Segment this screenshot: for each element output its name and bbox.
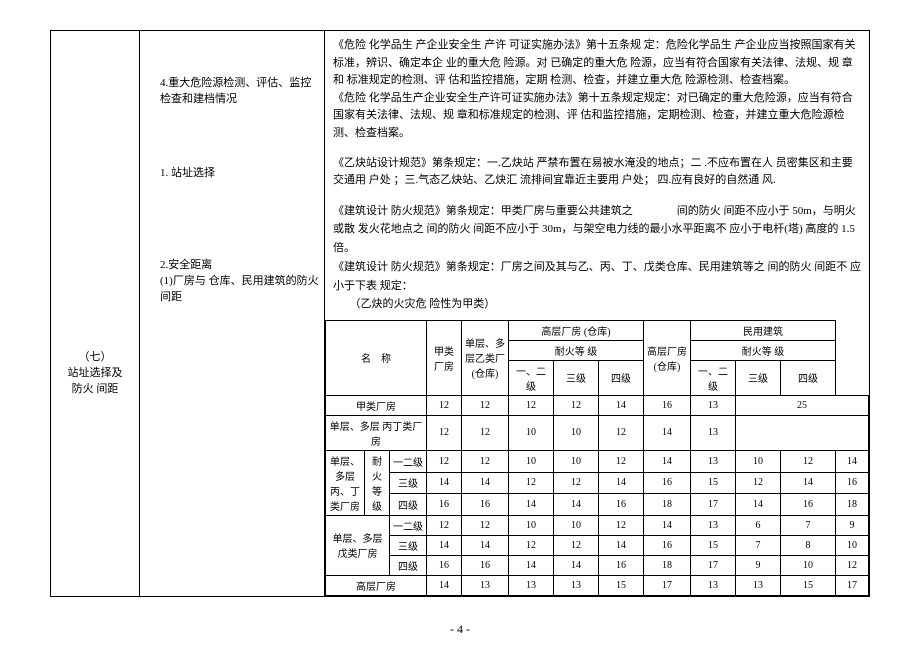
row3-intro: 《建筑设计 防火规范》第条规定：甲类厂房与重要公共建筑之 间的防火 间距不应小于… [325, 196, 869, 320]
th-c4: 四级 [599, 360, 644, 395]
fire-distance-table: 名 称 甲类厂房 单层、多层乙类厂(仓库) 高层厂房 (仓库) 高层厂房 (仓库… [325, 320, 869, 596]
row3-sub: 2.安全距离 (1)厂房与 仓库、民用建筑的防火间距 [140, 196, 325, 597]
row-bd12: 单层、多层丙、丁类厂房 耐火等级 一二级 12 12 10 10 12 14 1… [326, 450, 869, 472]
row1-sub: 4.重大危险源检测、评估、监控检查和建档情况 [140, 31, 325, 149]
th-jia: 甲类厂房 [427, 320, 462, 395]
section7-label: （七） 站址选择及 防火 间距 [51, 149, 140, 597]
row3-cell: 《建筑设计 防火规范》第条规定：甲类厂房与重要公共建筑之 间的防火 间距不应小于… [325, 196, 870, 597]
row-gc: 高层厂房 14 13 13 13 15 17 13 13 15 17 [326, 575, 869, 595]
row-wu3: 三级 14 14 12 12 14 16 15 7 8 10 [326, 535, 869, 555]
main-table: 4.重大危险源检测、评估、监控检查和建档情况 《危险 化学品生 产企业安全生 产… [50, 30, 870, 597]
th-minyong: 民用建筑 [691, 320, 836, 340]
th-name: 名 称 [326, 320, 427, 395]
row-dcyi: 单层、多层 丙丁类厂房 12 12 10 10 12 14 13 [326, 415, 869, 450]
th-nhdj1: 耐火等 级 [509, 340, 644, 360]
row2-text: 《乙炔站设计规范》第条规定：一.乙炔站 严禁布置在易被水淹没的地点；二 .不应布… [325, 149, 870, 196]
th-m4: 四级 [781, 360, 836, 395]
th-m3: 三级 [736, 360, 781, 395]
row-wu4: 四级 16 16 14 14 16 18 17 9 10 12 [326, 555, 869, 575]
th-c3: 三级 [554, 360, 599, 395]
row-bd4: 四级 16 16 14 14 16 18 17 14 16 18 [326, 494, 869, 516]
row-jia: 甲类厂房 12 12 12 12 14 16 13 25 [326, 395, 869, 415]
th-m12: 一、二级 [691, 360, 736, 395]
row-wu12: 单层、多层戊类厂房 一二级 12 12 10 10 12 14 13 6 7 9 [326, 515, 869, 535]
th-gcck: 高层厂房 (仓库) [509, 320, 644, 340]
section-prev-label [51, 31, 140, 149]
th-c12: 一、二级 [509, 360, 554, 395]
row-bd3: 三级 14 14 12 12 14 16 15 12 14 16 [326, 472, 869, 494]
th-nhdj2: 耐火等 级 [691, 340, 836, 360]
th-dcyi: 单层、多层乙类厂(仓库) [462, 320, 509, 395]
row1-text: 《危险 化学品生 产企业安全生 产许 可证实施办法》第十五条规 定：危险化学品生… [325, 31, 870, 149]
page-number: - 4 - [50, 622, 870, 637]
th-gcck2: 高层厂房 (仓库) [644, 320, 691, 395]
row2-sub: 1. 站址选择 [140, 149, 325, 196]
